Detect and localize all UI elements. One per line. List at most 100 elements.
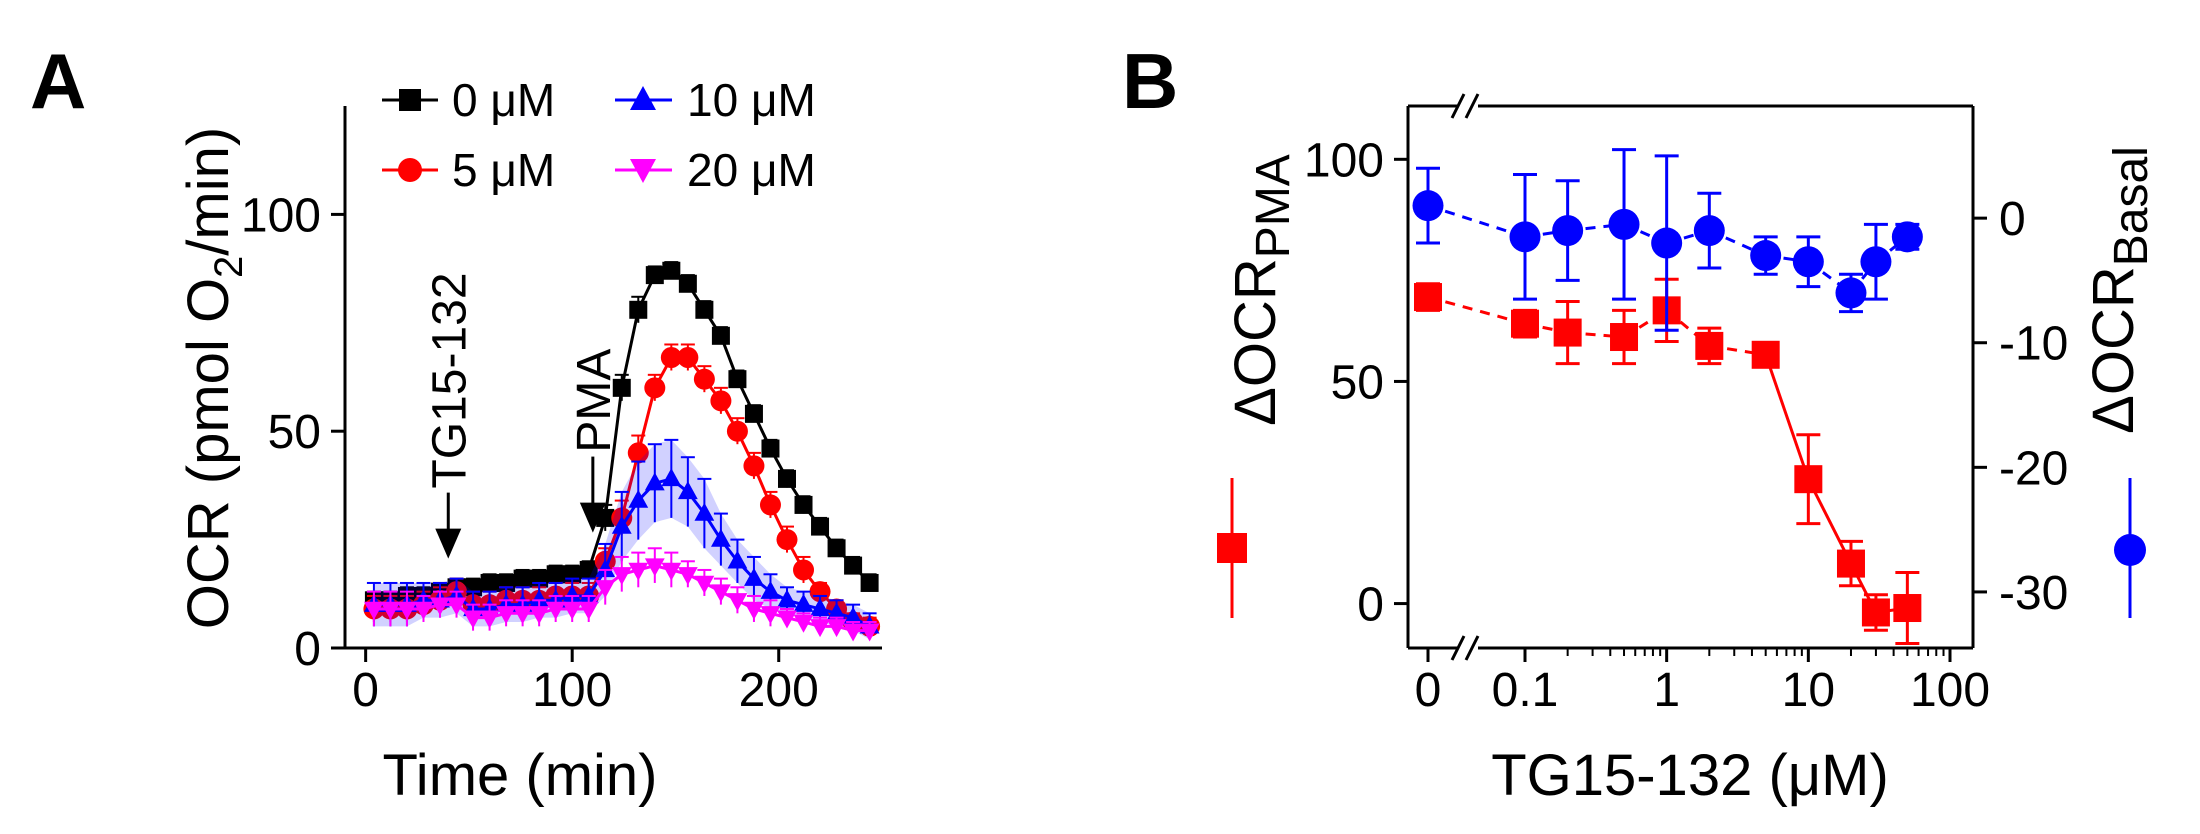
b-series-0-point-9: [1862, 598, 1890, 626]
panel-b-series: [1413, 150, 1923, 644]
b-series-0-seg-0: [1428, 297, 1525, 324]
b-xtick-label-0: 0: [1415, 664, 1442, 717]
a-series-0-point-24: [761, 440, 779, 458]
legend-label-10uM: 10 μM: [687, 74, 816, 126]
pma-annotation: PMA: [568, 349, 621, 533]
legend-marker-0uM: [399, 89, 421, 111]
a-series-0-point-16: [629, 301, 647, 319]
b-series-0-point-5: [1695, 332, 1723, 360]
panel-b-top-break-2: [1466, 94, 1478, 118]
b-series-1-point-2: [1552, 215, 1583, 246]
a-ytick-label-50: 50: [268, 406, 321, 459]
b-series-1-point-4: [1651, 228, 1682, 259]
a-series-1-point-19: [677, 347, 698, 368]
a-series-0-point-17: [646, 266, 664, 284]
b-series-0-point-8: [1837, 550, 1865, 578]
a-series-0-point-23: [745, 405, 763, 423]
a-series-0-point-25: [778, 470, 796, 488]
b-right-ytick-label-0: 0: [1999, 193, 2026, 246]
legend-entry-10uM: 10 μM: [615, 74, 816, 126]
b-right-ytick-label--10: -10: [1999, 318, 2068, 371]
legend-entry-5uM: 5 μM: [382, 144, 555, 196]
a-series-1-point-22: [727, 421, 748, 442]
panel-a-y-title-sub: 2: [207, 256, 251, 278]
a-series-0-point-20: [695, 301, 713, 319]
legend-marker-10uM: [630, 86, 656, 110]
a-series-0-point-18: [662, 262, 680, 280]
legend-marker-5uM: [398, 158, 422, 182]
b-xtick-label-3: 100: [1910, 664, 1990, 717]
panel-b-right-y-legend-key: [2114, 478, 2146, 618]
panel-b-left-y-title-main: ΔOCR: [1223, 258, 1288, 426]
panel-b-left-y-title-sub: PMA: [1247, 154, 1300, 258]
right-key-circle-marker: [2114, 534, 2146, 566]
panel-b-letter: B: [1122, 37, 1178, 125]
b-series-0-point-0: [1414, 283, 1442, 311]
a-xtick-label-200: 200: [739, 664, 819, 717]
a-series-0-point-19: [679, 275, 697, 293]
panel-b-bottom-break-2: [1466, 636, 1478, 660]
b-series-1-point-9: [1860, 246, 1891, 277]
b-series-0-point-3: [1610, 323, 1638, 351]
a-series-0-point-9: [514, 570, 532, 588]
a-series-0-point-21: [712, 327, 730, 345]
b-series-0: [1414, 279, 1921, 643]
panel-b-x-title: TG15-132 (μM): [1491, 743, 1889, 808]
a-series-0-point-22: [728, 370, 746, 388]
a-series-0-point-29: [844, 557, 862, 575]
b-series-1-point-5: [1694, 215, 1725, 246]
left-key-square-marker: [1217, 533, 1247, 563]
a-series-1-point-23: [743, 455, 764, 476]
b-xtick-label-1: 1: [1653, 664, 1680, 717]
a-ytick-label-0: 0: [294, 623, 321, 676]
a-series-0-point-28: [828, 539, 846, 557]
a-series-1-point-20: [694, 369, 715, 390]
panel-a-y-title: OCR (pmol O2/min): [176, 127, 251, 629]
tg15-132-arrow-head: [435, 529, 461, 559]
tg15-132-annotation: TG15-132: [423, 272, 476, 558]
a-xtick-label-0: 0: [352, 664, 379, 717]
legend-entry-20uM: 20 μM: [615, 144, 816, 196]
b-left-ytick-label-50: 50: [1331, 356, 1384, 409]
b-series-1-point-3: [1609, 209, 1640, 240]
b-xtick-label-0: 0.1: [1492, 664, 1559, 717]
legend-label-0uM: 0 μM: [452, 74, 555, 126]
panel-b-left-y-ticks: 0 50 100: [1304, 134, 1408, 631]
a-series-0-point-30: [861, 574, 879, 592]
a-series-0-point-27: [811, 518, 829, 536]
b-right-ytick-label--30: -30: [1999, 567, 2068, 620]
panel-a-y-title-tail: /min): [176, 127, 241, 256]
b-series-0-point-1: [1511, 310, 1539, 338]
panel-b-left-y-title: ΔOCRPMA: [1223, 154, 1300, 426]
panel-a-letter: A: [30, 37, 86, 125]
b-series-1-point-10: [1892, 221, 1923, 252]
a-series-0-point-26: [795, 496, 813, 514]
a-series-1-point-26: [793, 559, 814, 580]
b-series-1-point-0: [1413, 190, 1444, 221]
legend-entry-0uM: 0 μM: [382, 74, 555, 126]
a-series-3-point-15: [612, 567, 632, 585]
a-series-1-point-25: [776, 529, 797, 550]
panel-b-right-y-title-main: ΔOCR: [2081, 266, 2146, 434]
b-xtick-label-2: 10: [1782, 664, 1835, 717]
pma-label: PMA: [568, 349, 621, 453]
a-series-1-point-17: [644, 377, 665, 398]
panel-b-right-y-title: ΔOCRBasal: [2081, 146, 2158, 434]
panel-b-x-ticks: 0 0.1 1 10 100: [1415, 648, 1990, 717]
figure: A 0 100 200 050100 TG15-132 PMA 0 μM 10 μM: [0, 0, 2200, 834]
a-series-0-point-7: [481, 574, 499, 592]
panel-b-frame: [1408, 94, 1973, 660]
a-series-1-point-21: [710, 390, 731, 411]
b-series-0-point-10: [1893, 594, 1921, 622]
panel-b-right-y-title-sub: Basal: [2105, 146, 2158, 266]
tg15-132-label: TG15-132: [423, 272, 476, 488]
panel-b-left-y-legend-key: [1217, 478, 1247, 618]
legend-label-5uM: 5 μM: [452, 144, 555, 196]
b-series-1-point-6: [1750, 240, 1781, 271]
panel-a-y-title-main: OCR (pmol O: [176, 278, 241, 629]
b-series-1-point-7: [1793, 246, 1824, 277]
b-series-0-seg-6: [1766, 355, 1809, 479]
b-left-ytick-label-100: 100: [1304, 134, 1384, 187]
a-series-0-point-11: [547, 565, 565, 583]
b-series-0-point-7: [1794, 465, 1822, 493]
